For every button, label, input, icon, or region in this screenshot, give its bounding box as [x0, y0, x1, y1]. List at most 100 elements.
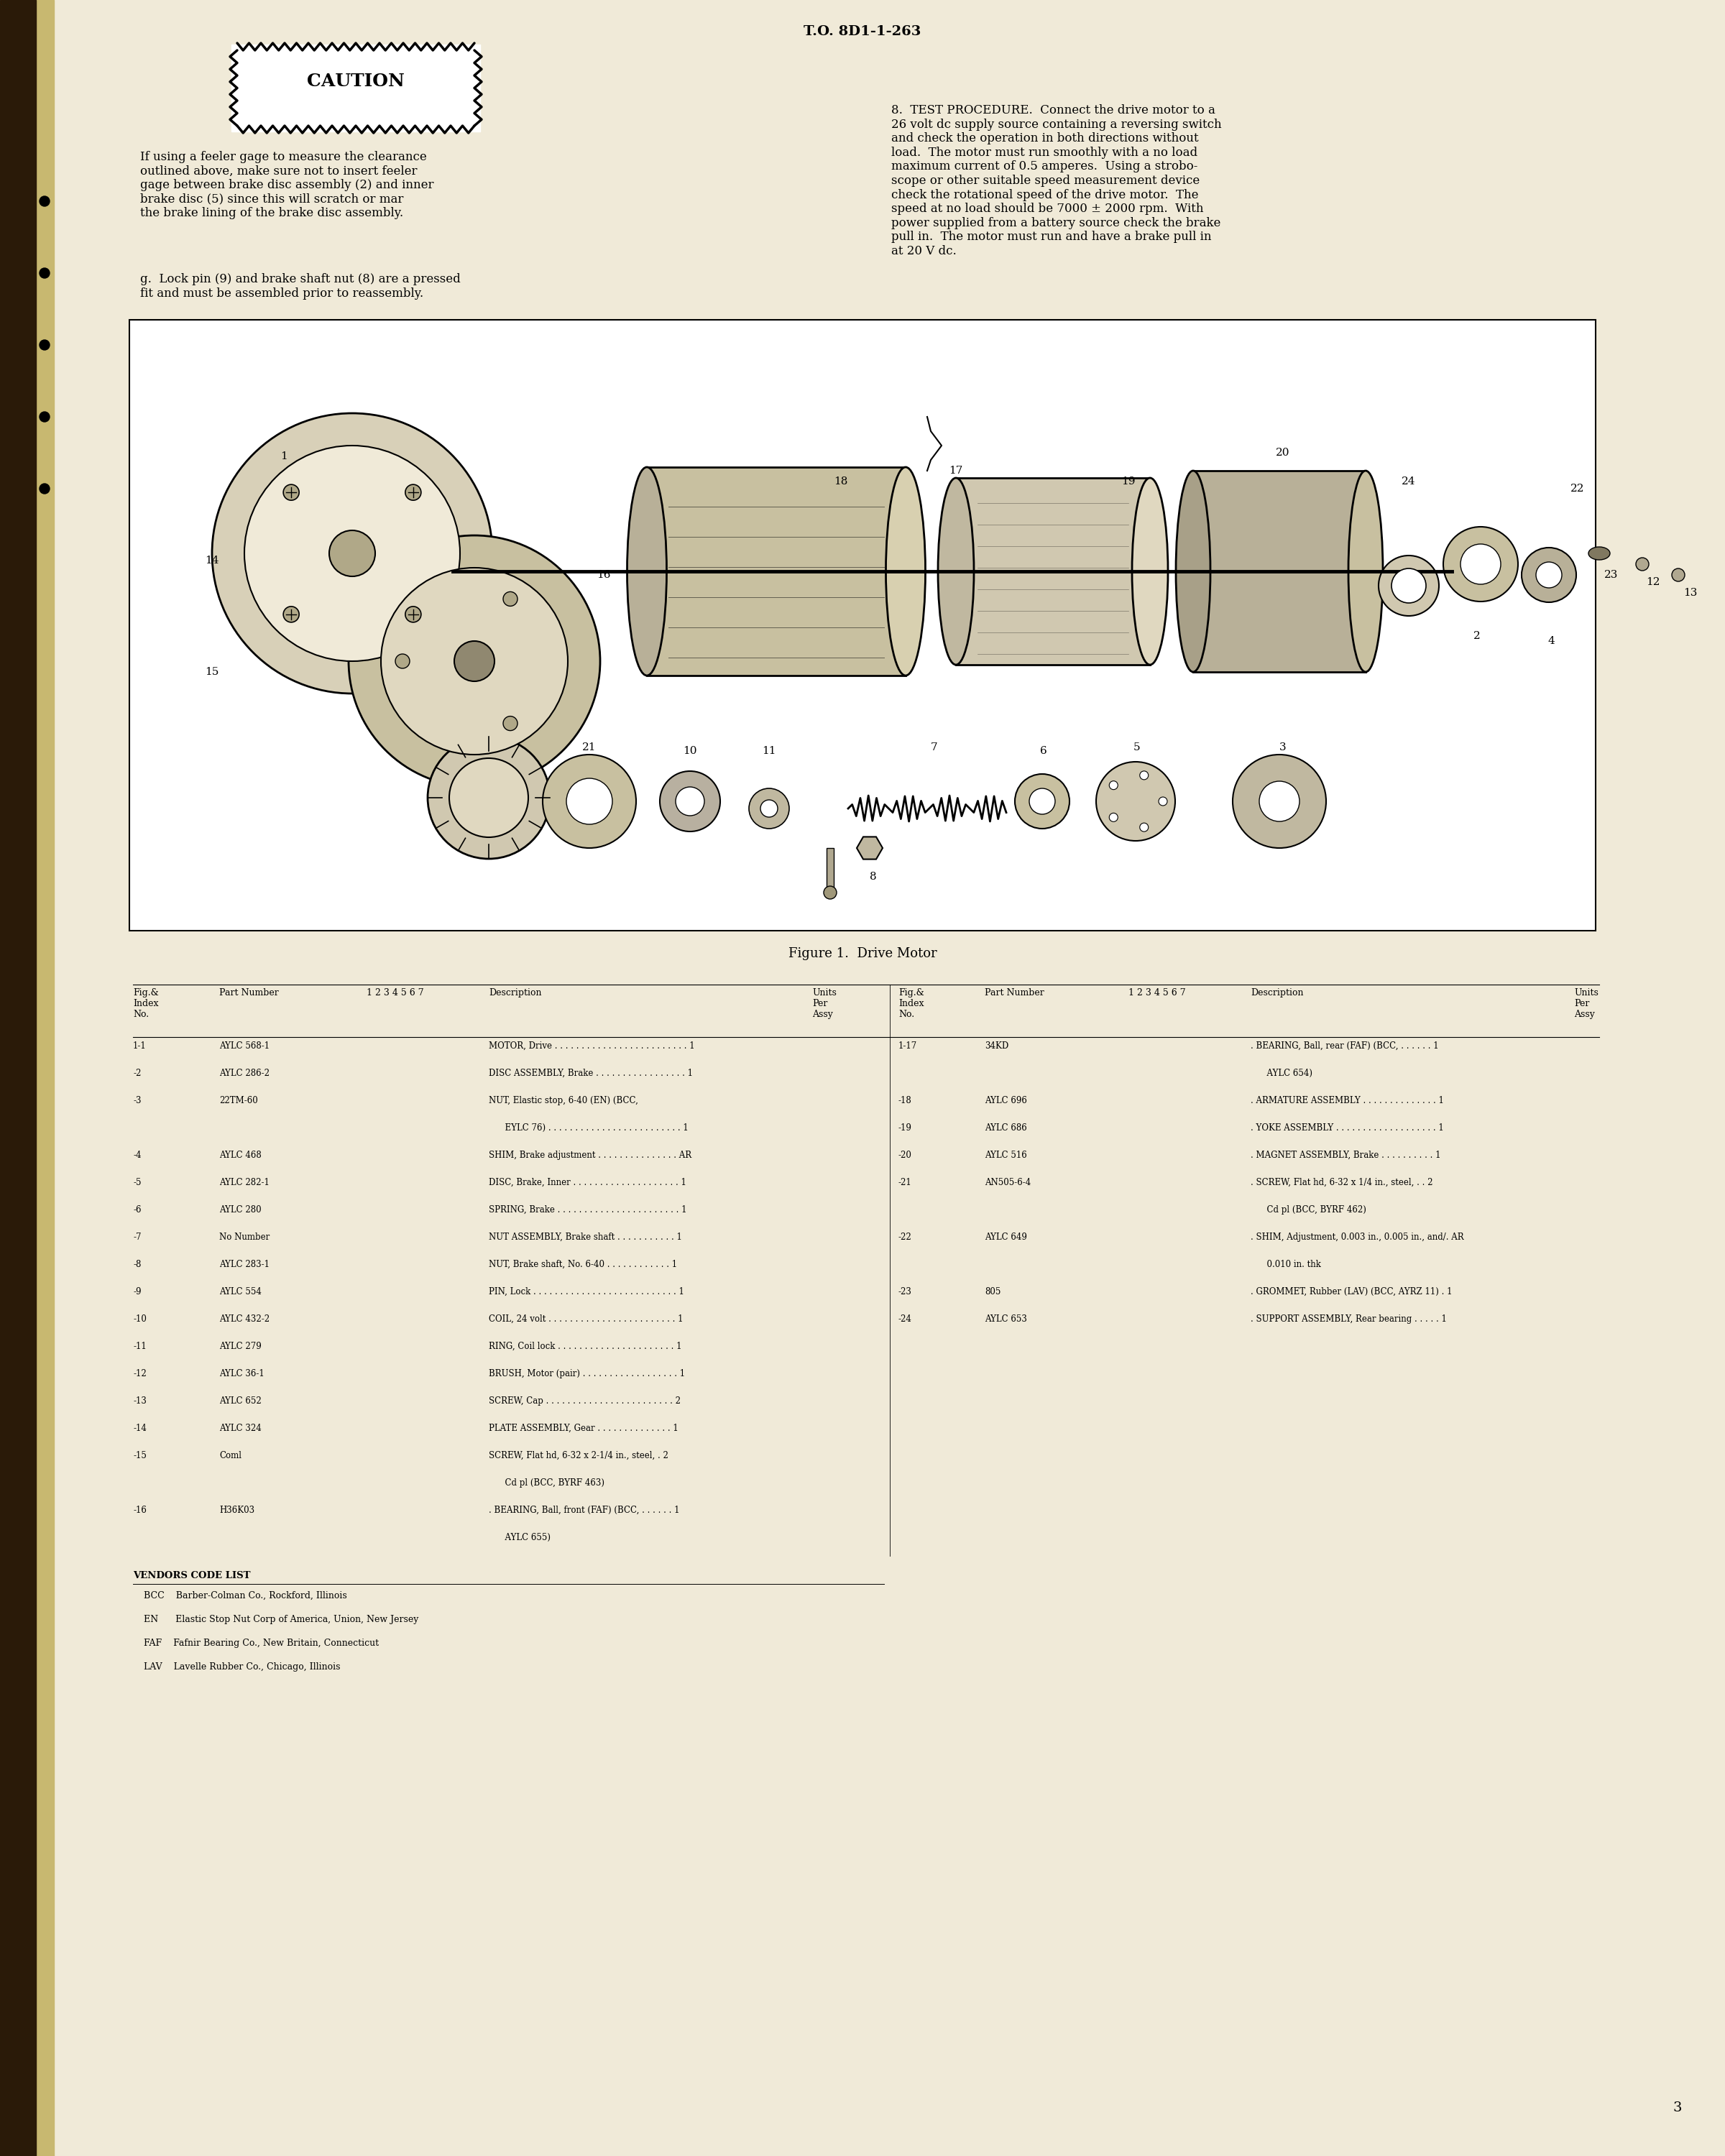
Text: . YOKE ASSEMBLY . . . . . . . . . . . . . . . . . . . 1: . YOKE ASSEMBLY . . . . . . . . . . . . … — [1251, 1123, 1444, 1132]
Text: -4: -4 — [133, 1151, 141, 1160]
Circle shape — [40, 412, 50, 423]
Text: AYLC 655): AYLC 655) — [488, 1533, 550, 1542]
Text: . ARMATURE ASSEMBLY . . . . . . . . . . . . . . 1: . ARMATURE ASSEMBLY . . . . . . . . . . … — [1251, 1095, 1444, 1106]
Ellipse shape — [887, 468, 925, 675]
Circle shape — [40, 196, 50, 207]
Text: 3: 3 — [1673, 2102, 1682, 2115]
Text: VENDORS CODE LIST: VENDORS CODE LIST — [133, 1572, 250, 1580]
Text: SCREW, Flat hd, 6-32 x 2-1/4 in., steel, . 2: SCREW, Flat hd, 6-32 x 2-1/4 in., steel,… — [488, 1451, 668, 1460]
Circle shape — [1521, 548, 1577, 602]
Text: -9: -9 — [133, 1287, 141, 1296]
Bar — [36, 0, 53, 2156]
Text: -22: -22 — [899, 1233, 913, 1242]
Text: Cd pl (BCC, BYRF 462): Cd pl (BCC, BYRF 462) — [1251, 1205, 1366, 1214]
Text: -3: -3 — [133, 1095, 141, 1106]
Circle shape — [1444, 526, 1518, 602]
Text: 22: 22 — [1571, 483, 1585, 494]
Text: 1-17: 1-17 — [899, 1041, 918, 1050]
Text: No Number: No Number — [219, 1233, 269, 1242]
Text: AN505-6-4: AN505-6-4 — [985, 1177, 1032, 1188]
Circle shape — [381, 567, 568, 755]
Circle shape — [825, 886, 837, 899]
Text: NUT ASSEMBLY, Brake shaft . . . . . . . . . . . 1: NUT ASSEMBLY, Brake shaft . . . . . . . … — [488, 1233, 681, 1242]
Circle shape — [1109, 813, 1118, 821]
Text: 21: 21 — [583, 742, 597, 752]
Circle shape — [1109, 780, 1118, 789]
Text: EN      Elastic Stop Nut Corp of America, Union, New Jersey: EN Elastic Stop Nut Corp of America, Uni… — [143, 1615, 419, 1623]
Text: 5: 5 — [1133, 742, 1140, 752]
Text: -24: -24 — [899, 1315, 913, 1324]
Ellipse shape — [628, 468, 666, 675]
Text: -20: -20 — [899, 1151, 913, 1160]
Text: Description: Description — [1251, 987, 1304, 998]
Text: AYLC 696: AYLC 696 — [985, 1095, 1026, 1106]
Text: MOTOR, Drive . . . . . . . . . . . . . . . . . . . . . . . . . 1: MOTOR, Drive . . . . . . . . . . . . . .… — [488, 1041, 695, 1050]
Text: 19: 19 — [1121, 476, 1135, 487]
Circle shape — [1095, 761, 1175, 841]
Circle shape — [1635, 558, 1649, 571]
Text: Part Number: Part Number — [985, 987, 1044, 998]
Circle shape — [1259, 780, 1299, 821]
Text: -23: -23 — [899, 1287, 913, 1296]
Circle shape — [1672, 569, 1685, 582]
Text: -5: -5 — [133, 1177, 141, 1188]
Text: . GROMMET, Rubber (LAV) (BCC, AYRZ 11) . 1: . GROMMET, Rubber (LAV) (BCC, AYRZ 11) .… — [1251, 1287, 1452, 1296]
Text: Fig.&
Index
No.: Fig.& Index No. — [133, 987, 159, 1020]
Text: AYLC 653: AYLC 653 — [985, 1315, 1026, 1324]
Ellipse shape — [1349, 470, 1383, 673]
Text: AYLC 568-1: AYLC 568-1 — [219, 1041, 269, 1050]
Circle shape — [749, 789, 790, 828]
Bar — [956, 479, 1151, 664]
Text: Part Number: Part Number — [219, 987, 279, 998]
Circle shape — [283, 606, 298, 623]
Text: EYLC 76) . . . . . . . . . . . . . . . . . . . . . . . . . 1: EYLC 76) . . . . . . . . . . . . . . . .… — [488, 1123, 688, 1132]
Text: 10: 10 — [683, 746, 697, 757]
Text: 15: 15 — [205, 666, 219, 677]
Text: NUT, Elastic stop, 6-40 (EN) (BCC,: NUT, Elastic stop, 6-40 (EN) (BCC, — [488, 1095, 638, 1106]
Circle shape — [659, 772, 721, 832]
Text: AYLC 286-2: AYLC 286-2 — [219, 1069, 269, 1078]
Circle shape — [405, 485, 421, 500]
Circle shape — [566, 778, 612, 824]
Text: -8: -8 — [133, 1259, 141, 1270]
Circle shape — [1378, 556, 1439, 617]
Text: 20: 20 — [481, 740, 495, 748]
Text: -13: -13 — [133, 1397, 147, 1406]
Circle shape — [395, 653, 411, 668]
Text: AYLC 282-1: AYLC 282-1 — [219, 1177, 269, 1188]
Text: Fig.&
Index
No.: Fig.& Index No. — [899, 987, 925, 1020]
Text: 1: 1 — [281, 451, 288, 461]
Circle shape — [454, 640, 495, 681]
Circle shape — [40, 267, 50, 278]
Text: 1 2 3 4 5 6 7: 1 2 3 4 5 6 7 — [1128, 987, 1185, 998]
Text: 24: 24 — [1402, 476, 1416, 487]
Text: -18: -18 — [899, 1095, 913, 1106]
Text: AYLC 686: AYLC 686 — [985, 1123, 1026, 1132]
Text: -15: -15 — [133, 1451, 147, 1460]
Text: 2: 2 — [1473, 632, 1480, 640]
Circle shape — [1233, 755, 1327, 847]
Text: Figure 1.  Drive Motor: Figure 1. Drive Motor — [788, 946, 937, 959]
Text: AYLC 283-1: AYLC 283-1 — [219, 1259, 269, 1270]
Circle shape — [405, 606, 421, 623]
Text: CAUTION: CAUTION — [307, 73, 405, 91]
Text: 7: 7 — [932, 742, 938, 752]
Text: AYLC 516: AYLC 516 — [985, 1151, 1026, 1160]
Text: DISC, Brake, Inner . . . . . . . . . . . . . . . . . . . . 1: DISC, Brake, Inner . . . . . . . . . . .… — [488, 1177, 687, 1188]
Text: -6: -6 — [133, 1205, 141, 1214]
Text: 805: 805 — [985, 1287, 1000, 1296]
Circle shape — [1159, 798, 1168, 806]
Text: Coml: Coml — [219, 1451, 242, 1460]
Text: 6: 6 — [1040, 746, 1047, 757]
Text: 20: 20 — [1276, 448, 1290, 457]
Text: Units
Per
Assy: Units Per Assy — [812, 987, 837, 1020]
Ellipse shape — [1176, 470, 1211, 673]
Circle shape — [245, 446, 461, 662]
Circle shape — [348, 535, 600, 787]
Text: . BEARING, Ball, front (FAF) (BCC, . . . . . . 1: . BEARING, Ball, front (FAF) (BCC, . . .… — [488, 1505, 680, 1516]
Text: Units
Per
Assy: Units Per Assy — [1575, 987, 1599, 1020]
Text: T.O. 8D1-1-263: T.O. 8D1-1-263 — [804, 26, 921, 39]
Text: BRUSH, Motor (pair) . . . . . . . . . . . . . . . . . . 1: BRUSH, Motor (pair) . . . . . . . . . . … — [488, 1369, 685, 1378]
Bar — [231, 45, 480, 132]
Text: SCREW, Cap . . . . . . . . . . . . . . . . . . . . . . . . 2: SCREW, Cap . . . . . . . . . . . . . . .… — [488, 1397, 681, 1406]
